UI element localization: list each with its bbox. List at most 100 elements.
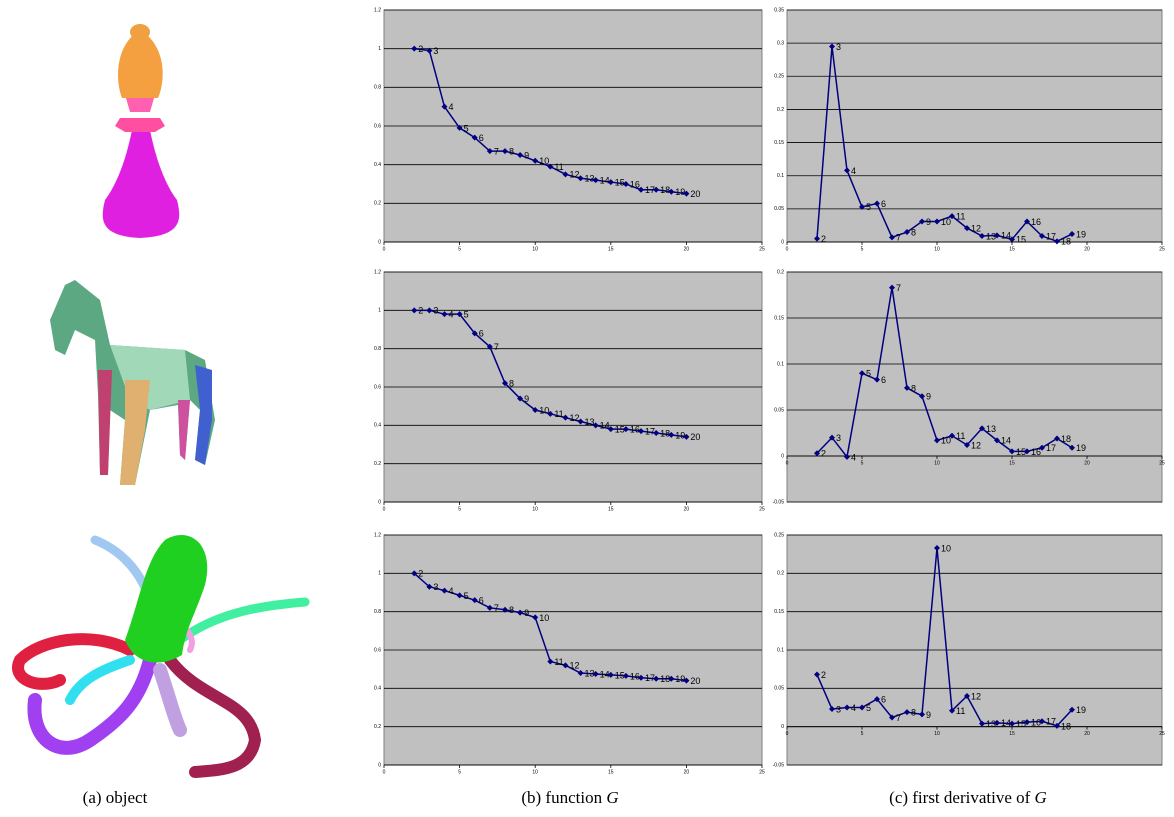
marker [904, 229, 910, 236]
point-label: 11 [956, 212, 965, 222]
marker [622, 426, 629, 433]
point-label: 2 [821, 670, 826, 680]
marker [638, 674, 645, 681]
y-tick-label: 0.1 [777, 173, 784, 179]
point-label: 16 [1031, 717, 1041, 727]
y-tick-label: 0.4 [374, 162, 381, 168]
point-label: 20 [690, 432, 700, 442]
marker [517, 609, 524, 616]
marker [501, 148, 508, 155]
marker [471, 134, 478, 141]
horse-object [50, 280, 215, 485]
y-tick-label: 1.2 [374, 7, 381, 13]
y-tick-label: 1 [378, 46, 381, 52]
x-tick-label: 20 [1084, 731, 1090, 737]
marker [426, 47, 433, 54]
point-label: 16 [630, 425, 640, 435]
x-tick-label: 25 [1159, 731, 1165, 737]
marker [949, 707, 955, 714]
point-label: 5 [464, 123, 469, 133]
y-tick-label: 0.8 [374, 85, 381, 91]
point-label: 8 [509, 605, 514, 615]
y-tick-label: 0.6 [374, 384, 381, 390]
point-label: 18 [660, 428, 670, 438]
x-tick-label: 5 [458, 769, 461, 775]
marker [964, 693, 970, 699]
x-tick-label: 0 [383, 769, 386, 775]
marker [994, 232, 1000, 239]
x-tick-label: 15 [1009, 731, 1015, 737]
marker [889, 234, 895, 241]
marker [934, 545, 940, 552]
marker [638, 428, 645, 435]
point-label: 2 [418, 306, 423, 316]
marker [994, 719, 1000, 726]
y-tick-label: 0.1 [777, 361, 784, 367]
marker [964, 225, 970, 232]
point-label: 11 [554, 162, 563, 172]
marker [1039, 718, 1045, 725]
point-label: 17 [645, 185, 655, 195]
point-label: 9 [926, 392, 931, 402]
x-tick-label: 5 [458, 246, 461, 252]
point-label: 3 [836, 42, 841, 52]
point-label: 10 [941, 436, 951, 446]
point-label: 7 [494, 147, 499, 157]
marker [979, 720, 985, 727]
marker [501, 606, 508, 613]
point-label: 9 [524, 150, 529, 160]
caption: (c) first derivative of G [889, 788, 1047, 807]
y-tick-label: 0.15 [774, 315, 784, 321]
marker [889, 284, 895, 291]
point-label: 2 [418, 569, 423, 579]
point-label: 17 [1046, 231, 1056, 241]
point-label: 13 [986, 424, 996, 434]
y-tick-label: 0.2 [777, 269, 784, 275]
marker [844, 453, 850, 460]
point-label: 4 [851, 452, 856, 462]
marker [1054, 435, 1060, 442]
x-tick-label: 10 [934, 460, 940, 466]
marker [829, 706, 835, 713]
point-label: 13 [585, 174, 595, 184]
marker [607, 179, 614, 186]
marker [1009, 720, 1015, 727]
marker [592, 422, 599, 429]
y-tick-label: -0.05 [773, 499, 785, 505]
marker [653, 675, 660, 682]
y-tick-label: 0.8 [374, 609, 381, 615]
point-label: 3 [836, 433, 841, 443]
x-tick-label: 15 [1009, 460, 1015, 466]
x-tick-label: 5 [458, 506, 461, 512]
marker [622, 181, 629, 187]
marker [829, 434, 835, 441]
caption-text: (c) first derivative of [889, 788, 1030, 807]
point-label: 9 [926, 217, 931, 227]
marker [859, 203, 865, 210]
x-tick-label: 15 [608, 769, 614, 775]
point-label: 12 [569, 661, 579, 671]
marker [859, 370, 865, 377]
point-label: 14 [600, 421, 610, 431]
x-tick-label: 5 [861, 246, 864, 252]
point-label: 16 [630, 671, 640, 681]
marker [949, 213, 955, 220]
marker [1024, 218, 1030, 225]
marker [874, 696, 880, 703]
marker [994, 437, 1000, 444]
y-tick-label: 0 [781, 239, 784, 245]
point-label: 7 [896, 283, 901, 293]
y-tick-label: 0.6 [374, 123, 381, 129]
marker [904, 709, 910, 716]
point-label: 8 [509, 147, 514, 157]
point-label: 6 [881, 694, 886, 704]
point-label: 8 [911, 707, 916, 717]
y-tick-label: 0.25 [774, 532, 784, 538]
point-label: 10 [941, 217, 951, 227]
point-label: 16 [630, 179, 640, 189]
point-label: 4 [448, 310, 453, 320]
marker [1069, 706, 1075, 713]
point-label: 5 [866, 703, 871, 713]
marker [411, 307, 418, 314]
